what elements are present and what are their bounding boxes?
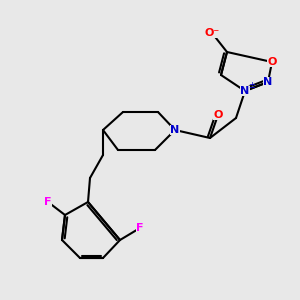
Text: O: O xyxy=(267,57,277,67)
Text: F: F xyxy=(136,223,144,233)
Text: N: N xyxy=(263,77,273,87)
Text: F: F xyxy=(44,197,52,207)
Text: O: O xyxy=(213,110,223,120)
Text: N: N xyxy=(170,125,180,135)
Text: O⁻: O⁻ xyxy=(204,28,220,38)
Text: N: N xyxy=(240,86,250,96)
Text: ±: ± xyxy=(249,82,255,91)
